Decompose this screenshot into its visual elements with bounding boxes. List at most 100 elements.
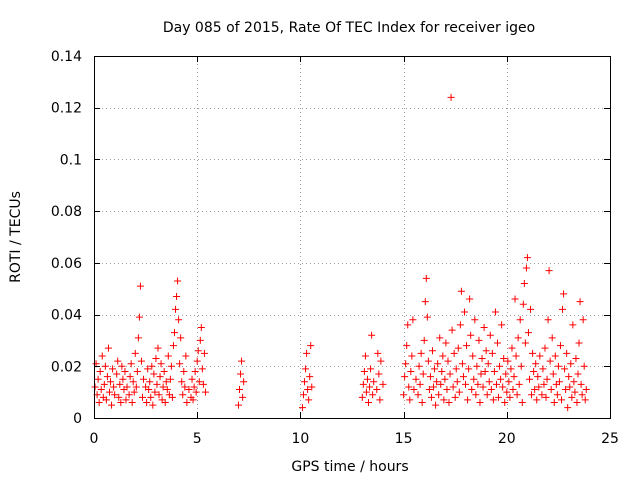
- data-point: [236, 386, 244, 394]
- data-point: [575, 339, 583, 347]
- data-point: [363, 375, 371, 383]
- data-point: [547, 386, 555, 394]
- data-point: [527, 305, 535, 313]
- data-point: [515, 380, 523, 388]
- data-point: [485, 378, 493, 386]
- data-point: [191, 367, 199, 375]
- data-point: [175, 316, 183, 324]
- data-point: [128, 398, 136, 406]
- data-point: [176, 360, 184, 368]
- data-point: [185, 386, 193, 394]
- data-point: [414, 391, 422, 399]
- data-point: [541, 344, 549, 352]
- data-point: [425, 386, 433, 394]
- data-point: [130, 388, 138, 396]
- y-tick-labels: 0 0.02 0.04 0.06 0.08 0.1 0.12 0.14: [51, 49, 82, 427]
- data-point: [119, 375, 127, 383]
- data-point: [555, 378, 563, 386]
- data-point: [198, 365, 206, 373]
- data-point: [127, 360, 135, 368]
- data-point: [129, 378, 137, 386]
- data-point: [441, 375, 449, 383]
- data-point: [496, 362, 504, 370]
- data-point: [421, 298, 429, 306]
- data-point: [154, 344, 162, 352]
- data-point: [478, 355, 486, 363]
- data-point: [407, 367, 415, 375]
- data-point: [377, 357, 385, 365]
- data-point: [551, 352, 559, 360]
- data-point: [419, 370, 427, 378]
- data-point: [481, 367, 489, 375]
- data-point: [438, 367, 446, 375]
- data-point: [447, 93, 455, 101]
- data-point: [517, 362, 525, 370]
- data-point: [491, 308, 499, 316]
- data-point: [422, 274, 430, 282]
- y-tick-label: 0: [73, 411, 82, 427]
- data-point: [115, 393, 123, 401]
- data-point: [571, 388, 579, 396]
- data-point: [238, 357, 246, 365]
- data-point: [133, 367, 141, 375]
- data-point: [580, 362, 588, 370]
- data-point: [480, 324, 488, 331]
- y-tick-label: 0.06: [51, 256, 82, 272]
- data-point: [135, 313, 143, 321]
- data-point: [486, 331, 494, 339]
- data-point: [550, 398, 558, 406]
- data-point: [526, 375, 534, 383]
- data-point: [304, 386, 312, 394]
- data-point: [366, 383, 374, 391]
- data-point: [533, 396, 541, 404]
- data-point: [94, 375, 102, 383]
- data-point: [434, 360, 442, 368]
- data-point: [489, 396, 497, 404]
- data-point: [528, 391, 536, 399]
- data-point: [578, 391, 586, 399]
- data-point: [460, 308, 468, 316]
- data-point: [449, 383, 457, 391]
- data-point: [169, 342, 177, 350]
- data-point: [408, 352, 416, 360]
- x-tick-labels: 0 5 10 15 20 25: [90, 431, 619, 447]
- data-point: [301, 378, 309, 386]
- data-point: [475, 336, 483, 344]
- data-point: [462, 380, 470, 388]
- data-point: [108, 401, 116, 409]
- data-point: [464, 396, 472, 404]
- data-point: [101, 362, 109, 370]
- data-point: [505, 378, 513, 386]
- data-point: [403, 342, 411, 350]
- data-point: [379, 380, 387, 388]
- data-point: [576, 298, 584, 306]
- axis-ticks: [94, 56, 611, 419]
- data-point: [111, 391, 119, 399]
- data-point: [538, 391, 546, 399]
- data-point: [499, 383, 507, 391]
- data-point: [180, 367, 188, 375]
- data-point: [454, 344, 462, 352]
- data-point: [568, 393, 576, 401]
- data-point: [492, 380, 500, 388]
- data-point: [123, 383, 131, 391]
- data-point: [96, 367, 104, 375]
- x-axis-label: GPS time / hours: [291, 459, 408, 475]
- data-point: [448, 326, 456, 334]
- data-point: [105, 388, 113, 396]
- data-point: [116, 380, 124, 388]
- data-point: [439, 352, 447, 360]
- data-point: [579, 316, 587, 324]
- data-point: [405, 383, 413, 391]
- y-tick-label: 0.14: [51, 49, 82, 65]
- data-point: [194, 347, 202, 355]
- data-point: [110, 383, 118, 391]
- data-point: [145, 386, 153, 394]
- data-point: [170, 329, 178, 337]
- data-point: [513, 391, 521, 399]
- data-point: [471, 316, 479, 324]
- data-point: [370, 378, 378, 386]
- data-point: [565, 373, 573, 381]
- data-point: [444, 357, 452, 365]
